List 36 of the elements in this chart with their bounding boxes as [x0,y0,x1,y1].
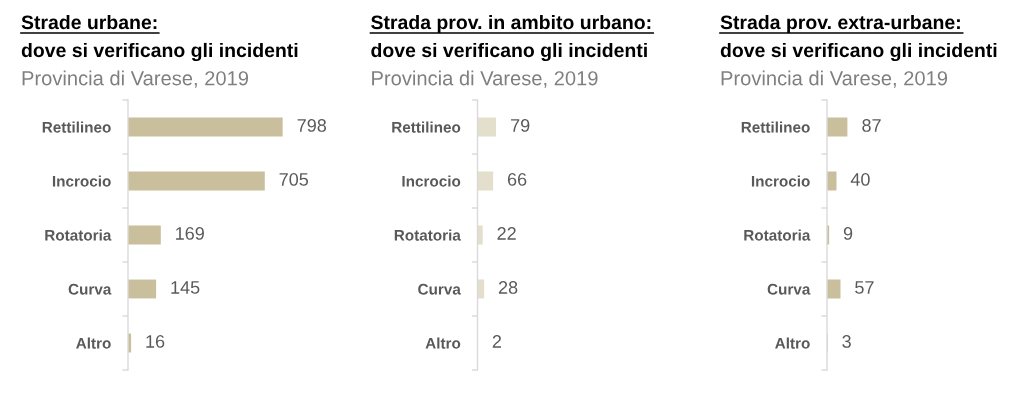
y-tick-label: Incrocio [52,175,111,187]
data-label: 798 [297,119,327,132]
y-tick-label: Altro [425,337,461,349]
y-tick-label: Curva [767,283,811,295]
y-tick-label: Curva [418,283,461,295]
data-label: 9 [843,227,853,240]
data-label: 57 [855,281,874,294]
data-label: 40 [850,173,870,186]
y-tick-label: Rotatoria [45,229,112,241]
chart-title: Strade urbane: dove si verificano gli incidenti [21,14,298,62]
chart-subtitle: Provincia di Varese, 2019 [22,70,249,88]
chart-title: Strada prov. in ambito urbano: dove si verificano gli incidenti [371,14,651,62]
y-tick-label: Rotatoria [744,229,811,241]
y-tick-label: Altro [775,337,810,349]
data-label: 28 [498,281,518,294]
y-tick-label: Rettilineo [741,121,810,133]
y-tick-label: Curva [68,283,112,295]
y-tick-label: Incrocio [402,175,461,187]
data-label: 16 [146,335,165,348]
chart-title: Strada prov. extra-urbane: dove si verificano gli incidenti [720,14,997,62]
data-label: 22 [497,227,516,240]
chart-subtitle: Provincia di Varese, 2019 [372,70,598,88]
data-label: 87 [862,119,881,132]
y-tick-label: Rettilineo [42,121,111,133]
data-label: 79 [511,119,530,132]
data-label: 145 [171,281,200,294]
data-label: 2 [492,335,501,348]
data-label: 169 [176,227,204,240]
y-tick-label: Rotatoria [394,229,461,241]
data-label: 705 [279,173,309,186]
y-tick-label: Incrocio [751,175,810,187]
y-tick-label: Rettilineo [392,121,461,133]
chart-subtitle: Provincia di Varese, 2019 [721,70,948,88]
data-label: 66 [507,173,527,186]
y-tick-label: Altro [76,337,111,349]
data-label: 3 [842,335,851,348]
